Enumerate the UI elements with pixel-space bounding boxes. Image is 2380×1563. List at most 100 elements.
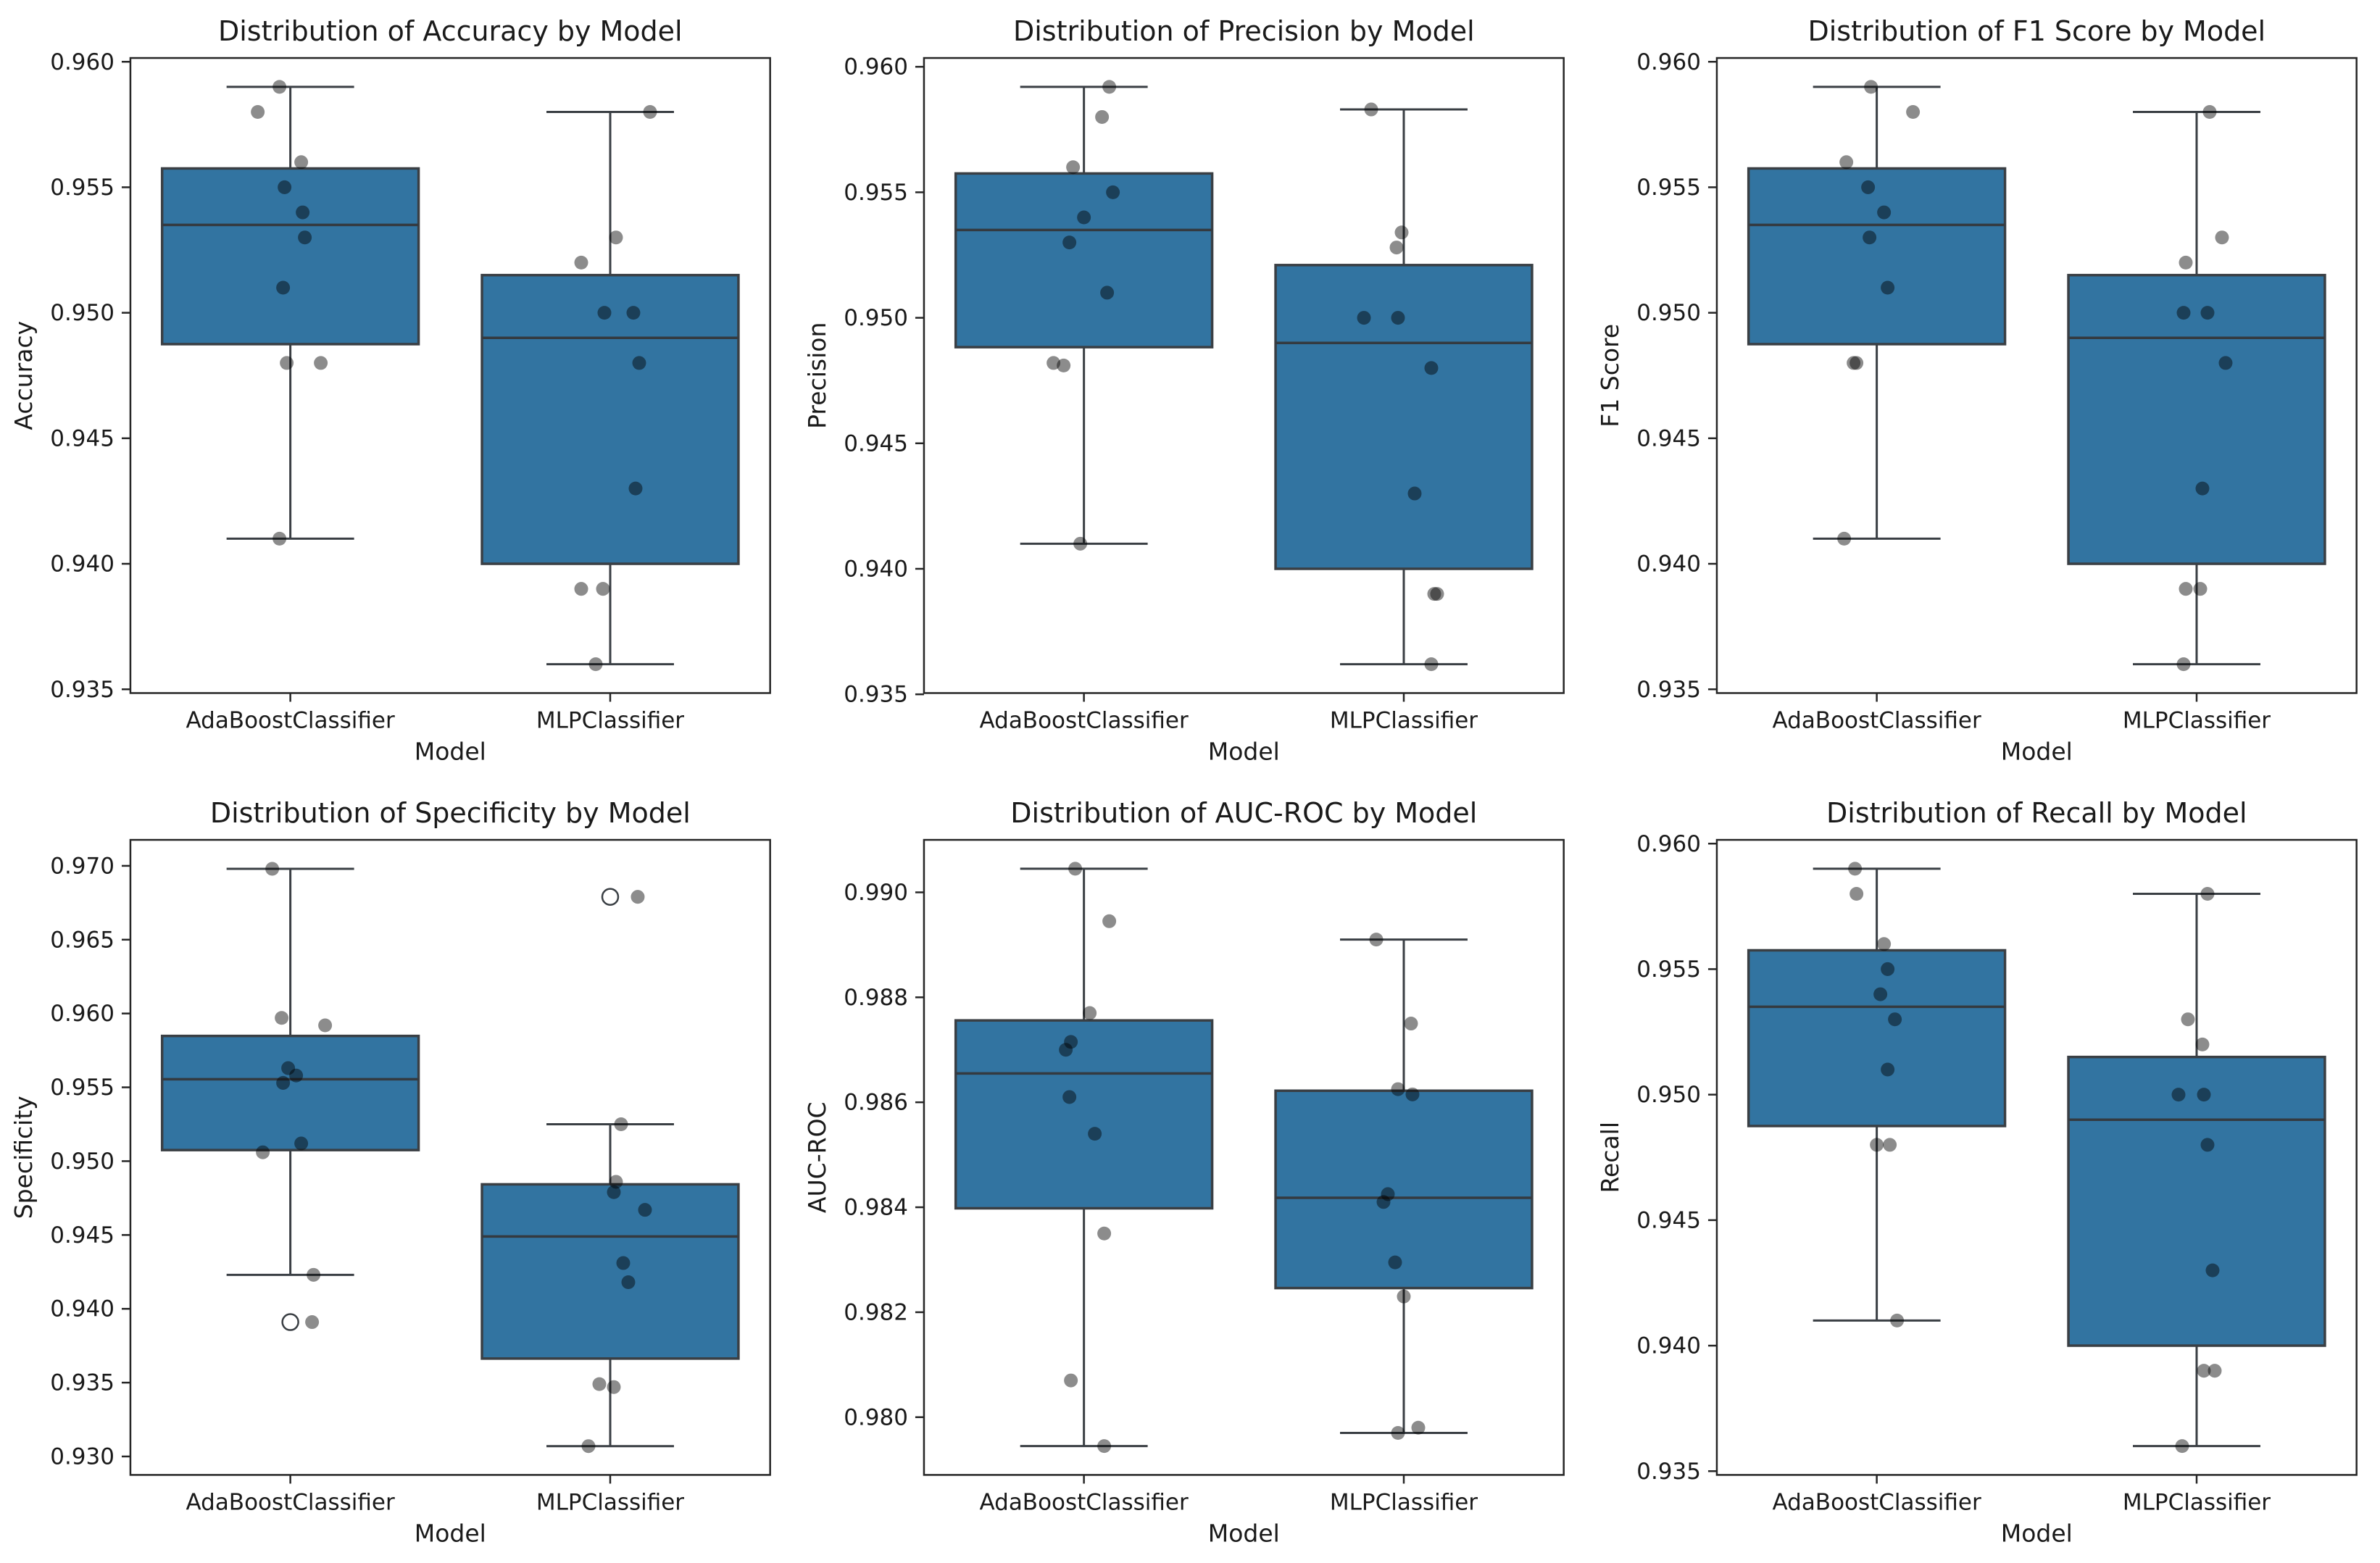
data-point (1376, 1194, 1391, 1209)
y-tick-label: 0.950 (50, 1148, 115, 1174)
boxplot-svg: 0.935 0.940 0.945 0.950 0.955 0.960 AdaBoostCl… (9, 15, 771, 765)
data-point (1063, 1373, 1078, 1388)
data-point (1082, 1006, 1097, 1020)
box-group-AdaBoostClassifier (954, 80, 1213, 551)
data-point (581, 1438, 596, 1453)
data-point (1102, 80, 1116, 94)
y-axis-label: F1 Score (1596, 324, 1624, 428)
y-tick-label: 0.984 (844, 1194, 908, 1220)
data-point (2208, 1363, 2222, 1377)
data-point (621, 1275, 636, 1289)
y-tick-label: 0.945 (50, 425, 115, 451)
x-tick-label: AdaBoostClassifier (979, 1489, 1188, 1515)
data-point (626, 306, 641, 320)
data-point (1062, 1089, 1076, 1104)
x-tick-label: MLPClassifier (1330, 707, 1478, 733)
box-group-AdaBoostClassifier (954, 861, 1213, 1453)
data-point (597, 306, 612, 320)
data-point (592, 1377, 607, 1391)
data-point (1062, 236, 1076, 250)
data-point (1411, 1420, 1426, 1435)
data-point (2197, 1363, 2211, 1377)
data-point (607, 1185, 621, 1199)
data-point (1405, 1087, 1420, 1101)
y-tick-label: 0.965 (50, 927, 115, 953)
data-point (1391, 1082, 1405, 1096)
y-tick-label: 0.955 (50, 1075, 115, 1101)
data-point (272, 80, 287, 94)
axes-spines (129, 57, 771, 694)
data-point (1099, 285, 1114, 300)
data-point (2200, 886, 2215, 901)
y-tick-label: 0.935 (1637, 677, 1702, 703)
y-tick-label: 0.960 (844, 54, 908, 80)
y-tick-label: 0.955 (844, 180, 908, 206)
data-point (609, 230, 623, 245)
chart-title: Distribution of Accuracy by Model (218, 15, 683, 47)
box-iqr (160, 1034, 420, 1151)
data-point (1424, 657, 1439, 672)
chart-title: Distribution of F1 Score by Model (1808, 15, 2266, 47)
y-tick-label: 0.945 (1637, 425, 1702, 451)
x-axis-label: Model (2001, 1519, 2073, 1547)
chart-precision-boxplot: 0.935 0.940 0.945 0.950 0.955 0.960 AdaBoostCl… (794, 0, 1587, 782)
y-tick-label: 0.945 (844, 430, 908, 457)
data-point (1391, 311, 1405, 325)
data-point (1097, 1438, 1111, 1453)
y-tick-label: 0.960 (50, 1001, 115, 1027)
data-point (1870, 1137, 1884, 1151)
data-point (318, 1017, 333, 1032)
data-point (1381, 1186, 1395, 1201)
y-axis-label: Accuracy (9, 321, 38, 430)
data-point (2176, 657, 2191, 672)
box-group-AdaBoostClassifier (1747, 861, 2007, 1327)
data-point (305, 1314, 320, 1329)
data-point (307, 1267, 321, 1282)
data-point (574, 582, 588, 596)
data-point (1056, 358, 1070, 372)
data-point (2215, 230, 2229, 245)
chart-title: Distribution of Recall by Model (1826, 797, 2247, 829)
data-point (298, 230, 312, 245)
x-axis-label: Model (2001, 737, 2073, 765)
data-point (1391, 1425, 1405, 1440)
axes-spines (129, 838, 771, 1476)
data-point (1046, 356, 1060, 370)
data-point (1065, 160, 1080, 175)
chart-recall-boxplot: 0.935 0.940 0.945 0.950 0.955 0.960 AdaBoostCl… (1586, 782, 2380, 1563)
box-group-MLPClassifier (2067, 105, 2327, 672)
box-group-MLPClassifier (2067, 886, 2327, 1453)
y-tick-label: 0.990 (844, 880, 908, 906)
data-point (1863, 230, 1877, 245)
data-point (1087, 1126, 1102, 1141)
x-tick-label: AdaBoostClassifier (1773, 707, 1981, 733)
y-tick-label: 0.955 (1637, 956, 1702, 982)
data-point (2176, 306, 2191, 320)
data-point (638, 1202, 652, 1217)
y-tick-label: 0.960 (1637, 49, 1702, 75)
box-iqr (480, 273, 740, 565)
y-tick-label: 0.935 (50, 677, 115, 703)
axes-spines (1716, 838, 2358, 1476)
data-point (1424, 361, 1439, 375)
data-point (1058, 1042, 1073, 1056)
y-tick-label: 0.982 (844, 1299, 908, 1325)
box-group-AdaBoostClassifier (160, 861, 420, 1331)
y-tick-label: 0.935 (50, 1370, 115, 1396)
y-axis-label: AUC-ROC (803, 1101, 831, 1213)
boxplot-svg: 0.935 0.940 0.945 0.950 0.955 0.960 AdaBoostCl… (803, 15, 1565, 765)
y-tick-label: 0.988 (844, 984, 908, 1010)
y-tick-label: 0.970 (50, 853, 115, 879)
boxplot-svg: 0.980 0.982 0.984 0.986 0.988 0.990 AdaBoostCl… (803, 797, 1565, 1547)
y-tick-label: 0.940 (50, 1296, 115, 1322)
y-tick-label: 0.935 (844, 682, 908, 708)
y-tick-label: 0.980 (844, 1404, 908, 1430)
data-point (1102, 914, 1116, 928)
chart-title: Distribution of AUC-ROC by Model (1010, 797, 1477, 829)
data-point (2179, 255, 2193, 270)
axes-spines (923, 838, 1565, 1476)
data-point (2171, 1087, 2186, 1101)
data-point (1073, 536, 1087, 551)
data-point (296, 205, 310, 220)
data-point (251, 105, 265, 120)
